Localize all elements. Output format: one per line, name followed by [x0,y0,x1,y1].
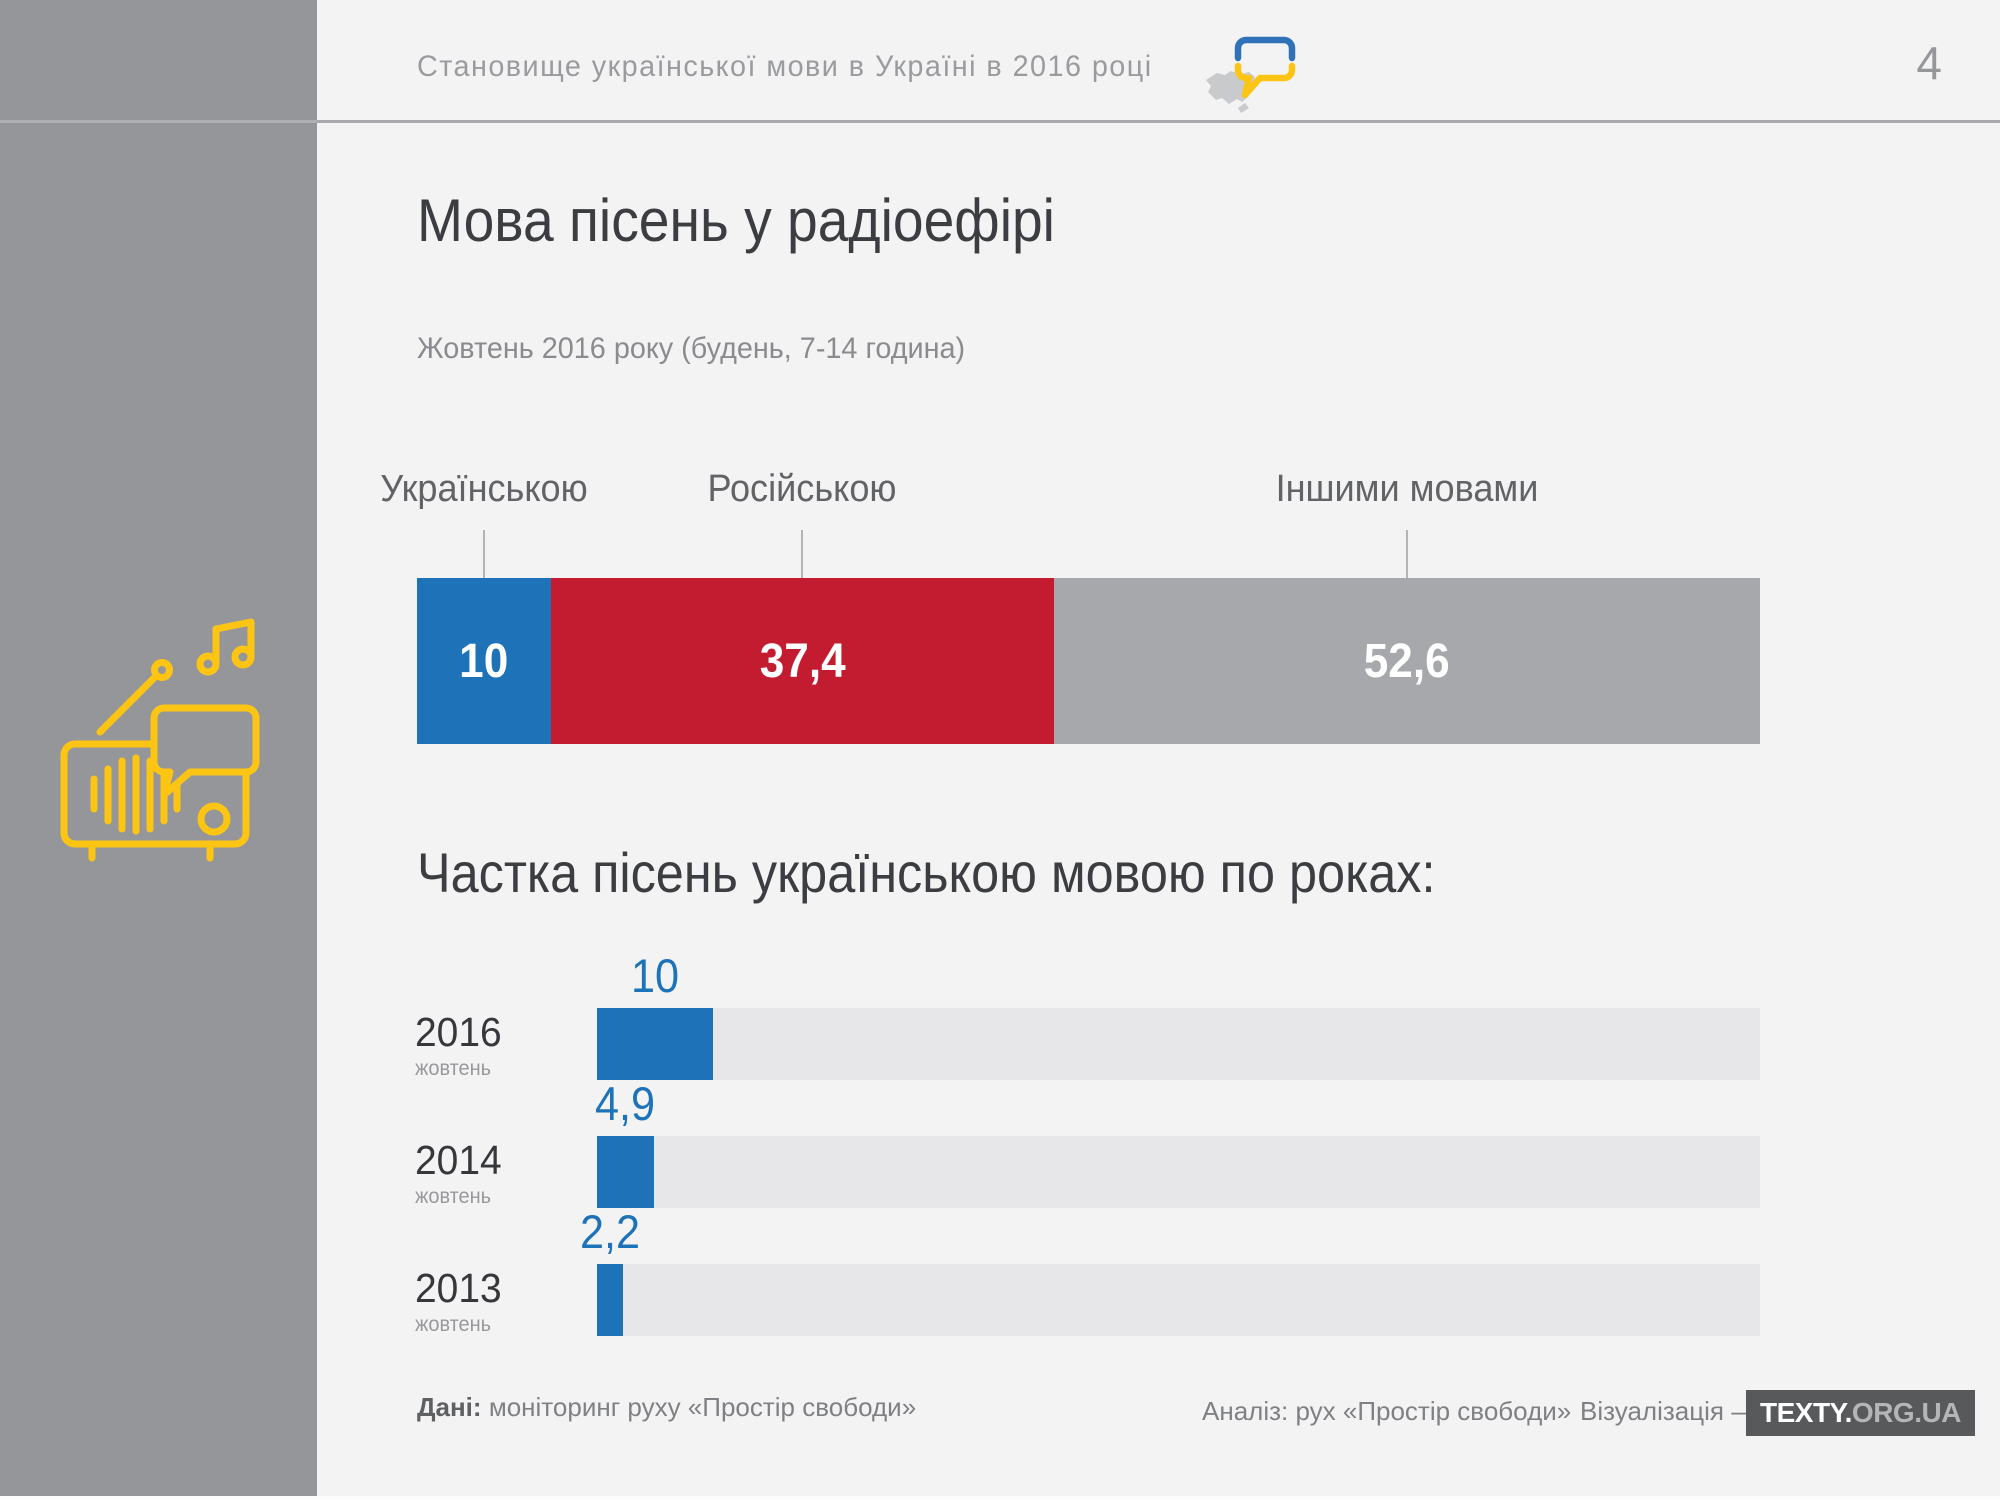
sidebar [0,0,317,1500]
year-label: 2014 [415,1137,502,1183]
segment-value: 10 [459,634,509,688]
bar-track [597,1264,1760,1336]
row-label-block: 2013 жовтень [415,1266,590,1338]
texty-logo-secondary: ORG.UA [1851,1397,1962,1428]
yearly-share-chart: 10 2016 жовтень 4,9 2014 жовтень 2,2 201… [415,949,1760,1336]
slide-series-title: Становище української мови в Україні в 2… [417,50,1153,83]
footer-data-label: Дані: [417,1392,482,1422]
chart-row-2016: 10 2016 жовтень [415,949,1760,1080]
category-label-other: Іншими мовами [1275,468,1539,510]
chart-row-2013: 2,2 2013 жовтень [415,1208,1760,1336]
sidebar-divider [0,120,317,123]
bar-fill [597,1264,623,1336]
speech-bubble-ukraine-icon [1206,36,1296,113]
header: Становище української мови в Україні в 2… [317,0,2000,120]
footer-visualization-label: Візуалізація — [1580,1396,1758,1426]
page-subtitle: Жовтень 2016 року (будень, 7-14 година) [417,332,966,365]
tick-line [1405,530,1408,578]
row-label-block: 2014 жовтень [415,1138,590,1210]
texty-logo[interactable]: TEXTY. ORG.UA [1746,1390,1975,1436]
year-label: 2013 [415,1265,502,1311]
bar-value: 4,9 [595,1077,656,1130]
language-share-stacked-chart: Українською Російською Іншими мовами 10 … [380,468,1760,744]
page-title: Мова пісень у радіоефірі [417,187,1055,254]
chart-row-2014: 4,9 2014 жовтень [415,1077,1760,1208]
page-number: 4 [1916,37,1942,89]
footer-data-text: моніторинг руху «Простір свободи» [488,1392,917,1422]
bar-fill [597,1136,654,1208]
bar-segment-other: 52,6 [1053,578,1760,744]
speech-bubble-icon [150,704,260,799]
tick-line [801,530,804,578]
bar-track [597,1008,1760,1080]
bar-track [597,1136,1760,1208]
radio-antenna-icon [96,673,159,736]
footer-data-source: Дані: моніторинг руху «Простір свободи» [417,1392,916,1423]
row-label-block: 2016 жовтень [415,1010,590,1082]
bar-segment-ukrainian: 10 [417,578,552,744]
bar-value: 2,2 [579,1205,640,1258]
bar-value: 10 [631,949,680,1002]
texty-logo-primary: TEXTY. [1760,1397,1852,1428]
stacked-bar: 10 37,4 52,6 [417,578,1760,744]
bottom-strip [0,1496,2000,1500]
bar-segment-russian: 37,4 [551,578,1054,744]
month-label: жовтень [415,1313,492,1336]
year-label: 2016 [415,1009,502,1055]
segment-value: 52,6 [1363,634,1450,688]
category-label-russian: Російською [707,468,897,510]
radio-music-icon [60,618,260,862]
segment-value: 37,4 [759,634,846,688]
section-title: Частка пісень українською мовою по роках… [417,841,1436,904]
bar-fill [597,1008,714,1080]
header-divider [317,120,2000,123]
footer-analysis: Аналіз: рух «Простір свободи» [1202,1396,1572,1426]
month-label: жовтень [415,1057,492,1080]
music-note-icon [196,618,255,676]
month-label: жовтень [415,1185,492,1208]
tick-line [483,530,486,578]
category-label-ukrainian: Українською [380,468,588,510]
